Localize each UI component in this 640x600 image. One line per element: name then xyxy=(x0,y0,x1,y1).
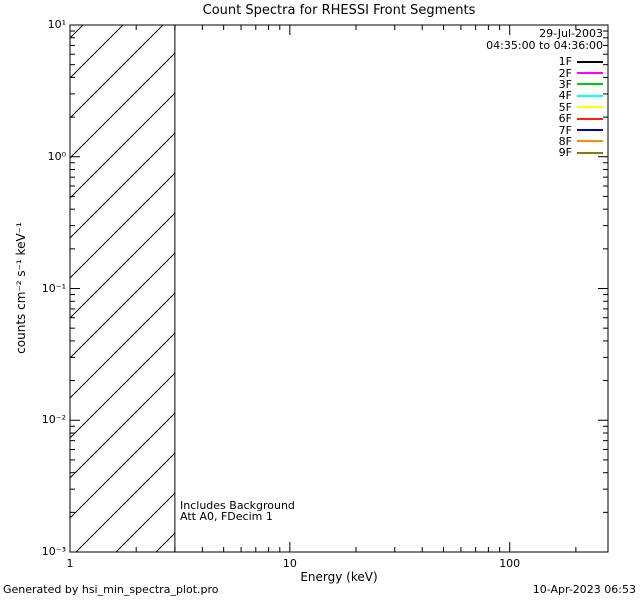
legend-entry-label: 4F xyxy=(558,89,572,103)
legend: 29-Jul-2003 04:35:00 to 04:36:00 1F 2F 3F 4… xyxy=(486,28,603,159)
y-tick-label: 10⁻² xyxy=(41,413,66,427)
legend-entry-label: 8F xyxy=(558,134,572,148)
legend-entry: 6F xyxy=(486,112,603,126)
chart-title: Count Spectra for RHESSI Front Segments xyxy=(202,3,476,18)
legend-entry: 5F xyxy=(486,100,603,114)
legend-entry-label: 3F xyxy=(558,77,572,91)
legend-color-line xyxy=(577,151,603,154)
legend-entry-label: 9F xyxy=(558,146,572,160)
y-tick-label: 10⁻¹ xyxy=(41,281,66,295)
legend-entry-label: 2F xyxy=(558,66,572,80)
legend-entry-label: 6F xyxy=(558,112,572,126)
legend-entry: 2F xyxy=(486,66,603,80)
legend-entry: 3F xyxy=(486,77,603,91)
x-tick-label: 1 xyxy=(66,557,74,570)
legend-entry: 7F xyxy=(486,123,603,137)
legend-entry: 4F xyxy=(486,89,603,103)
y-tick-label: 10⁰ xyxy=(47,149,66,163)
legend-color-line xyxy=(577,129,603,132)
legend-entry-label: 7F xyxy=(558,123,572,137)
legend-color-line xyxy=(577,140,603,143)
legend-color-line xyxy=(577,117,603,120)
legend-color-line xyxy=(577,60,603,63)
y-tick-label: 10¹ xyxy=(47,18,66,31)
legend-entry-label: 1F xyxy=(558,55,572,69)
footer-timestamp: 10-Apr-2023 06:53 xyxy=(532,583,636,596)
legend-color-line xyxy=(577,72,603,75)
x-tick-label: 10 xyxy=(282,557,297,570)
footer-generator-text: Generated by hsi_min_spectra_plot.pro xyxy=(3,583,219,596)
legend-entry: 8F xyxy=(486,134,603,148)
y-tick-label: 10⁻³ xyxy=(41,545,66,558)
legend-color-line xyxy=(577,106,603,109)
x-axis-label: Energy (keV) xyxy=(300,570,378,584)
legend-time-range: 04:35:00 to 04:36:00 xyxy=(486,39,603,52)
x-tick-label: 100 xyxy=(499,557,521,570)
annotation-attenuator-state: Att A0, FDecim 1 xyxy=(180,510,273,523)
legend-date: 29-Jul-2003 xyxy=(539,27,603,40)
legend-color-line xyxy=(577,94,603,97)
legend-entry: 9F xyxy=(486,146,603,160)
legend-entry: 1F xyxy=(486,55,603,69)
annotation-includes-background: Includes Background xyxy=(180,499,295,512)
legend-entries: 1F 2F 3F 4F 5F 6F 7F 8F 9F xyxy=(486,55,603,160)
legend-color-line xyxy=(577,83,603,86)
excluded-region-hatch xyxy=(70,25,175,552)
legend-entry-label: 5F xyxy=(558,100,572,114)
